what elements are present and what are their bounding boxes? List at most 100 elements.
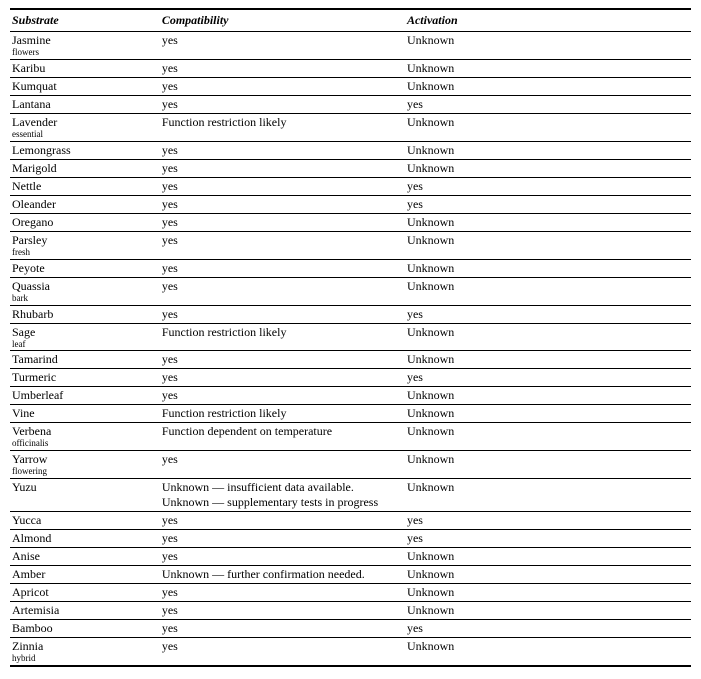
cell-substrate: Sageleaf bbox=[10, 323, 160, 351]
substrate-name: Verbena bbox=[12, 424, 51, 438]
cell-substrate: Oleander bbox=[10, 195, 160, 213]
table-header-row: Substrate Compatibility Activation bbox=[10, 9, 691, 32]
cell-compatibility: yes bbox=[160, 638, 405, 666]
cell-compatibility: yes bbox=[160, 32, 405, 60]
cell-activation: Unknown bbox=[405, 548, 691, 566]
table-row: Verbenaofficinalis Function dependent on … bbox=[10, 423, 691, 451]
cell-compatibility: yes bbox=[160, 451, 405, 479]
cell-substrate: Kumquat bbox=[10, 77, 160, 95]
substrate-name: Vine bbox=[12, 406, 35, 420]
substrate-name: Artemisia bbox=[12, 603, 59, 617]
substrate-name: Anise bbox=[12, 549, 40, 563]
substrate-name: Lavender bbox=[12, 115, 57, 129]
substrate-name: Rhubarb bbox=[12, 307, 53, 321]
cell-substrate: Nettle bbox=[10, 177, 160, 195]
cell-compatibility: yes bbox=[160, 530, 405, 548]
cell-substrate: Vine bbox=[10, 405, 160, 423]
table-row: Rhubarbyesyes bbox=[10, 305, 691, 323]
substrate-name: Oregano bbox=[12, 215, 53, 229]
substrate-name: Jasmine bbox=[12, 33, 51, 47]
substrate-name: Yarrow bbox=[12, 452, 47, 466]
table-row: SageleafFunction restriction likelyUnkno… bbox=[10, 323, 691, 351]
cell-substrate: Yarrowflowering bbox=[10, 451, 160, 479]
cell-compatibility: yes bbox=[160, 141, 405, 159]
col-substrate: Substrate bbox=[10, 9, 160, 32]
cell-activation: Unknown bbox=[405, 638, 691, 666]
table-row: PeyoteyesUnknown bbox=[10, 259, 691, 277]
cell-substrate: Karibu bbox=[10, 59, 160, 77]
cell-compatibility: yes bbox=[160, 177, 405, 195]
substrate-name: Amber bbox=[12, 567, 45, 581]
table-row: TamarindyesUnknown bbox=[10, 351, 691, 369]
col-activation: Activation bbox=[405, 9, 691, 32]
cell-activation: Unknown bbox=[405, 259, 691, 277]
substrate-subtext: hybrid bbox=[12, 654, 156, 664]
substrate-subtext: officinalis bbox=[12, 439, 156, 449]
cell-activation: yes bbox=[405, 620, 691, 638]
cell-substrate: Almond bbox=[10, 530, 160, 548]
table-row: Anise yesUnknown bbox=[10, 548, 691, 566]
substrate-subtext: flowers bbox=[12, 48, 156, 58]
table-row: QuassiabarkyesUnknown bbox=[10, 277, 691, 305]
cell-substrate: Lemongrass bbox=[10, 141, 160, 159]
cell-activation: Unknown bbox=[405, 77, 691, 95]
table-row: UmberleafyesUnknown bbox=[10, 387, 691, 405]
cell-substrate: Tamarind bbox=[10, 351, 160, 369]
substrate-subtext: essential bbox=[12, 130, 156, 140]
cell-compatibility: yes bbox=[160, 369, 405, 387]
cell-compatibility: yes bbox=[160, 213, 405, 231]
cell-compatibility: Function dependent on temperature bbox=[160, 423, 405, 451]
table-row: KumquatyesUnknown bbox=[10, 77, 691, 95]
substrate-name: Turmeric bbox=[12, 370, 56, 384]
data-table: Substrate Compatibility Activation Jasmi… bbox=[10, 8, 691, 667]
cell-compatibility: Function restriction likely bbox=[160, 113, 405, 141]
table-body: JasmineflowersyesUnknownKaribuyesUnknown… bbox=[10, 32, 691, 667]
cell-compatibility: Unknown — insufficient data available.Un… bbox=[160, 479, 405, 512]
table-row: MarigoldyesUnknown bbox=[10, 159, 691, 177]
table-row: Oregano yesUnknown bbox=[10, 213, 691, 231]
table-row: KaribuyesUnknown bbox=[10, 59, 691, 77]
cell-compatibility: yes bbox=[160, 195, 405, 213]
table-row: ArtemisiayesUnknown bbox=[10, 602, 691, 620]
substrate-name: Tamarind bbox=[12, 352, 58, 366]
cell-substrate: Bamboo bbox=[10, 620, 160, 638]
substrate-name: Zinnia bbox=[12, 639, 43, 653]
cell-substrate: Turmeric bbox=[10, 369, 160, 387]
table-row: LemongrassyesUnknown bbox=[10, 141, 691, 159]
cell-activation: yes bbox=[405, 512, 691, 530]
cell-activation: Unknown bbox=[405, 231, 691, 259]
cell-compatibility: Unknown — further confirmation needed. bbox=[160, 566, 405, 584]
cell-compatibility: yes bbox=[160, 387, 405, 405]
substrate-subtext: flowering bbox=[12, 467, 156, 477]
cell-activation: Unknown bbox=[405, 213, 691, 231]
cell-substrate: Yucca bbox=[10, 512, 160, 530]
cell-substrate: Anise bbox=[10, 548, 160, 566]
cell-compatibility: yes bbox=[160, 95, 405, 113]
table-container: Substrate Compatibility Activation Jasmi… bbox=[0, 0, 701, 679]
table-row: ParsleyfreshyesUnknown bbox=[10, 231, 691, 259]
table-row: Yuccayesyes bbox=[10, 512, 691, 530]
cell-compatibility: yes bbox=[160, 620, 405, 638]
table-row: Bambooyesyes bbox=[10, 620, 691, 638]
cell-activation: Unknown bbox=[405, 451, 691, 479]
cell-substrate: Quassiabark bbox=[10, 277, 160, 305]
cell-substrate: Rhubarb bbox=[10, 305, 160, 323]
substrate-name: Nettle bbox=[12, 179, 41, 193]
cell-activation: Unknown bbox=[405, 113, 691, 141]
substrate-name: Yucca bbox=[12, 513, 41, 527]
cell-activation: yes bbox=[405, 195, 691, 213]
cell-activation: yes bbox=[405, 530, 691, 548]
cell-activation: Unknown bbox=[405, 602, 691, 620]
cell-activation: yes bbox=[405, 305, 691, 323]
cell-substrate: Oregano bbox=[10, 213, 160, 231]
cell-compatibility: yes bbox=[160, 231, 405, 259]
substrate-name: Almond bbox=[12, 531, 51, 545]
table-row: JasmineflowersyesUnknown bbox=[10, 32, 691, 60]
cell-compatibility: yes bbox=[160, 277, 405, 305]
cell-substrate: Lavenderessential bbox=[10, 113, 160, 141]
substrate-name: Yuzu bbox=[12, 480, 37, 494]
cell-compatibility: yes bbox=[160, 548, 405, 566]
table-row: LavenderessentialFunction restriction li… bbox=[10, 113, 691, 141]
cell-activation: yes bbox=[405, 95, 691, 113]
cell-compatibility: yes bbox=[160, 351, 405, 369]
